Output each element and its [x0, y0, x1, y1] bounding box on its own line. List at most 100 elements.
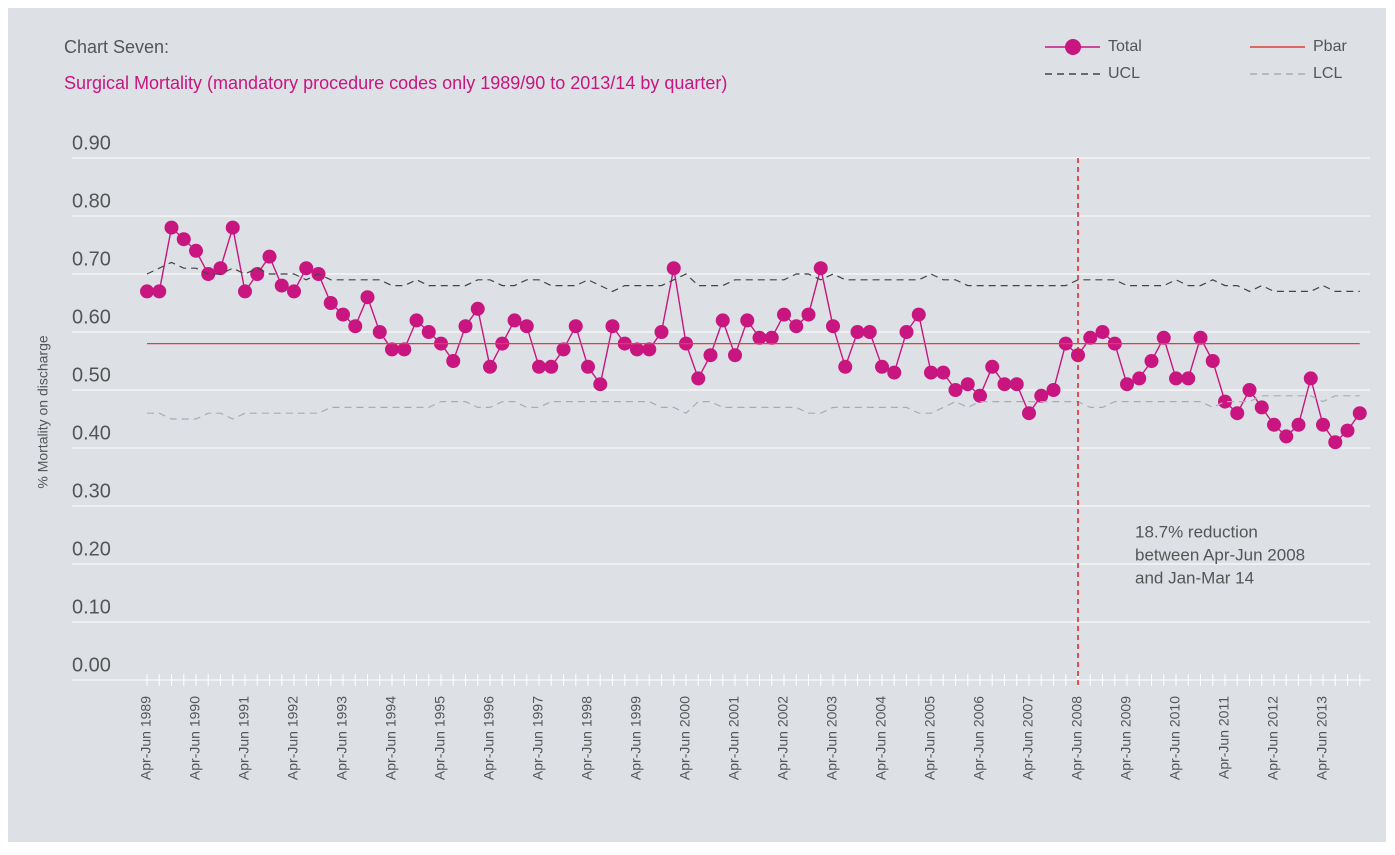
point: [483, 359, 497, 374]
point: [642, 342, 657, 357]
point: [274, 278, 289, 293]
y-tick-label: 0.90: [72, 132, 111, 154]
legend-label: UCL: [1108, 65, 1140, 82]
point: [385, 342, 399, 357]
point: [911, 307, 926, 322]
legend-marker: [1065, 39, 1081, 55]
point: [1009, 377, 1024, 392]
point: [887, 365, 902, 380]
point: [397, 342, 412, 357]
x-tick-label: Apr-Jun 1994: [383, 696, 399, 780]
legend-item: LCL: [1250, 65, 1342, 82]
point: [519, 319, 534, 334]
y-tick-label: 0.80: [72, 190, 111, 212]
point: [213, 261, 228, 276]
x-tick-label: Apr-Jun 1998: [579, 696, 595, 780]
point: [899, 325, 914, 339]
point: [1046, 383, 1061, 397]
point: [1144, 354, 1159, 368]
legend-label: LCL: [1313, 65, 1342, 82]
point: [1267, 417, 1281, 432]
point: [1083, 330, 1098, 345]
point: [164, 220, 179, 235]
y-axis-label: % Mortality on discharge: [35, 335, 51, 489]
point: [360, 290, 375, 305]
x-tick-label: Apr-Jun 1990: [187, 696, 203, 780]
x-tick-label: Apr-Jun 1995: [432, 696, 448, 780]
x-tick-label: Apr-Jun 2008: [1069, 696, 1085, 780]
chart-subtitle: Surgical Mortality (mandatory procedure …: [64, 73, 727, 93]
x-tick-label: Apr-Jun 2006: [971, 696, 987, 780]
point: [1022, 406, 1036, 421]
point: [1169, 371, 1183, 386]
point: [1132, 371, 1147, 386]
point: [458, 319, 473, 334]
x-tick-label: Apr-Jun 1993: [334, 696, 350, 780]
point: [1120, 377, 1134, 392]
y-tick-label: 0.40: [72, 422, 111, 444]
point: [140, 284, 154, 299]
point: [875, 359, 889, 374]
annotation: 18.7% reduction: [1135, 522, 1258, 541]
point: [862, 325, 877, 339]
point: [507, 313, 522, 328]
point: [532, 359, 546, 374]
point: [470, 301, 485, 316]
point: [777, 307, 791, 322]
x-tick-label: Apr-Jun 1992: [285, 696, 301, 780]
point: [924, 365, 938, 380]
point: [1156, 330, 1171, 345]
x-tick-label: Apr-Jun 2012: [1265, 696, 1281, 780]
point: [1352, 406, 1367, 421]
series-line: [147, 226, 1361, 444]
x-tick-label: Apr-Jun 1999: [628, 696, 644, 780]
point: [1340, 423, 1355, 438]
point: [1205, 354, 1220, 368]
point: [691, 371, 706, 386]
point: [801, 307, 816, 322]
point: [1071, 348, 1085, 363]
x-tick-label: Apr-Jun 2002: [775, 696, 791, 780]
point: [948, 383, 963, 397]
point: [348, 319, 363, 334]
point: [287, 284, 301, 299]
point: [176, 232, 191, 247]
y-tick-label: 0.20: [72, 538, 111, 560]
point: [654, 325, 669, 339]
point: [189, 243, 203, 258]
point: [1242, 383, 1257, 397]
annotation: between Apr-Jun 2008: [1135, 545, 1305, 564]
point: [421, 325, 436, 339]
point: [1218, 394, 1232, 409]
point: [446, 354, 461, 368]
point: [409, 313, 424, 328]
point: [372, 325, 387, 339]
point: [1095, 325, 1110, 339]
point: [960, 377, 975, 392]
x-tick-label: Apr-Jun 1997: [530, 696, 546, 780]
x-tick-label: Apr-Jun 2005: [922, 696, 938, 780]
point: [850, 325, 865, 339]
point: [1303, 371, 1318, 386]
point: [605, 319, 620, 334]
x-tick-label: Apr-Jun 1996: [481, 696, 497, 780]
point: [1193, 330, 1208, 345]
point: [826, 319, 840, 334]
legend-item: Total: [1045, 38, 1142, 55]
point: [1279, 429, 1294, 444]
point: [250, 267, 265, 281]
point: [752, 330, 767, 345]
point: [764, 330, 779, 345]
y-tick-label: 0.50: [72, 364, 111, 386]
x-tick-label: Apr-Jun 2009: [1118, 696, 1134, 780]
point: [703, 348, 718, 363]
point: [581, 359, 595, 374]
point: [666, 261, 681, 276]
point: [1291, 417, 1306, 432]
chart-title: Chart Seven:: [64, 37, 169, 57]
point: [544, 359, 559, 374]
y-tick-label: 0.00: [72, 654, 111, 676]
point: [715, 313, 730, 328]
point: [593, 377, 608, 392]
